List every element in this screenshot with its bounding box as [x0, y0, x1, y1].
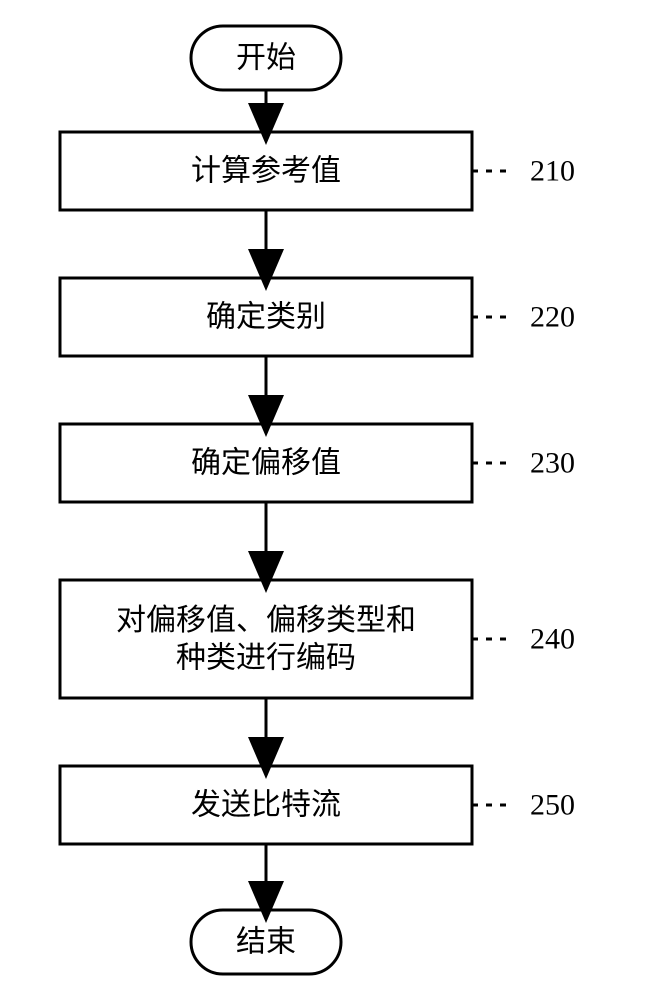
- step-240-label: 种类进行编码: [176, 641, 356, 674]
- step-210-label: 计算参考值: [191, 155, 341, 188]
- step-240: [60, 580, 472, 698]
- terminal-end-label: 结束: [236, 926, 296, 959]
- step-230-label: 确定偏移值: [191, 447, 341, 480]
- step-220-label: 确定类别: [206, 301, 326, 334]
- step-250-label: 发送比特流: [191, 789, 341, 822]
- flowchart-diagram: 开始计算参考值 210 确定类别 220 确定偏移值 230 对偏移值、偏移类型和种类进行编…: [0, 0, 646, 1000]
- ref-label-240: 240: [530, 623, 575, 656]
- ref-label-220: 220: [530, 301, 575, 334]
- ref-label-210: 210: [530, 155, 575, 188]
- ref-label-230: 230: [530, 447, 575, 480]
- terminal-start-label: 开始: [236, 42, 296, 75]
- step-240-label: 对偏移值、偏移类型和: [116, 604, 416, 637]
- ref-label-250: 250: [530, 789, 575, 822]
